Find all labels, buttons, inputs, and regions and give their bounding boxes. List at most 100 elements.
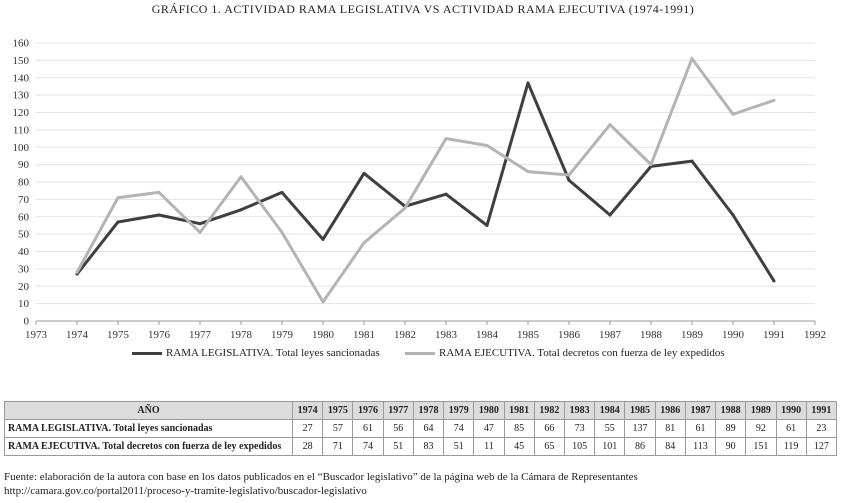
data-point-1-1982 [403, 206, 407, 210]
x-tick-label-1984: 1984 [476, 329, 499, 341]
table-year-1978: 1978 [412, 401, 445, 420]
table-cell: 113 [684, 437, 717, 456]
legend-swatch-legislativa [132, 351, 162, 355]
table-cell: 137 [624, 419, 656, 438]
data-point-1-1987 [608, 123, 612, 127]
table-cell: 55 [594, 419, 626, 438]
legend-item-ejecutiva: RAMA EJECUTIVA. Total decretos con fuerz… [405, 347, 725, 359]
table-row-label: RAMA LEGISLATIVA. Total leyes sancionada… [4, 419, 293, 438]
y-tick-label-130: 130 [13, 90, 30, 102]
table-cell: 65 [533, 437, 565, 456]
y-tick-label-0: 0 [24, 316, 30, 328]
table-cell: 127 [805, 437, 838, 456]
x-tick-label-1988: 1988 [640, 329, 663, 341]
table-cell: 74 [352, 437, 384, 456]
table-row-label: RAMA EJECUTIVA. Total decretos con fuerz… [4, 437, 293, 456]
table-header-row: AÑO 1974 1975 1976 1977 1978 1979 1980 1981 1982… [4, 401, 838, 420]
x-tick-label-1981: 1981 [353, 329, 375, 341]
table-cell: 28 [291, 437, 324, 456]
source-line-1: Fuente: elaboración de la autora con bas… [4, 471, 638, 483]
y-tick-label-40: 40 [18, 246, 30, 258]
data-point-0-1991 [772, 279, 776, 283]
table-cell: 57 [322, 419, 354, 438]
y-tick-label-150: 150 [13, 55, 30, 67]
x-tick-label-1974: 1974 [66, 329, 89, 341]
x-tick-label-1976: 1976 [148, 329, 171, 341]
y-tick-label-160: 160 [13, 38, 30, 50]
table-cell: 61 [352, 419, 384, 438]
table-cell: 151 [745, 437, 777, 456]
table-cell: 64 [412, 419, 445, 438]
x-tick-label-1989: 1989 [681, 329, 704, 341]
x-tick-label-1985: 1985 [517, 329, 540, 341]
table-year-1987: 1987 [684, 401, 717, 420]
data-point-1-1977 [198, 230, 202, 234]
table-cell: 81 [654, 419, 686, 438]
data-point-1-1981 [362, 241, 366, 245]
x-tick-label-1978: 1978 [230, 329, 253, 341]
data-point-0-1985 [526, 81, 530, 85]
y-tick-label-120: 120 [13, 107, 30, 119]
table-year-1985: 1985 [624, 401, 656, 420]
data-point-0-1984 [485, 223, 489, 227]
table-header-label: AÑO [4, 401, 293, 420]
source-note: Fuente: elaboración de la autora con bas… [4, 470, 638, 498]
axes: 0 10 20 30 40 50 60 70 80 90 100 110 120 130 140 150 160… [13, 38, 827, 342]
table-cell: 84 [654, 437, 686, 456]
table-cell: 45 [503, 437, 535, 456]
data-point-0-1989 [690, 159, 694, 163]
table-cell: 66 [533, 419, 565, 438]
data-point-0-1979 [280, 190, 284, 194]
y-tick-label-140: 140 [13, 72, 30, 84]
table-year-1982: 1982 [533, 401, 565, 420]
data-point-1-1975 [116, 196, 120, 200]
source-line-2: http://camara.gov.co/portal2011/proceso-… [4, 485, 367, 497]
table-cell: 56 [382, 419, 414, 438]
table-cell: 105 [563, 437, 596, 456]
data-point-1-1979 [280, 230, 284, 234]
data-point-1-1980 [321, 300, 325, 304]
data-point-1-1986 [567, 173, 571, 177]
table-cell: 61 [684, 419, 717, 438]
table-cell: 83 [412, 437, 445, 456]
table-year-1990: 1990 [775, 401, 807, 420]
gridlines [36, 42, 815, 305]
table-cell: 74 [443, 419, 475, 438]
data-point-0-1980 [321, 237, 325, 241]
line-chart: 0 10 20 30 40 50 60 70 80 90 100 110 120 130 140 150 160… [13, 38, 827, 342]
table-cell: 23 [805, 419, 838, 438]
y-tick-label-110: 110 [13, 124, 30, 136]
data-point-1-1985 [526, 170, 530, 174]
table-year-1977: 1977 [382, 401, 414, 420]
table-year-1975: 1975 [322, 401, 354, 420]
chart-legend: RAMA LEGISLATIVA. Total leyes sancionada… [0, 347, 846, 363]
chart-title: GRÁFICO 1. ACTIVIDAD RAMA LEGISLATIVA VS… [151, 2, 695, 16]
x-tick-label-1980: 1980 [312, 329, 335, 341]
legend-label-ejecutiva: RAMA EJECUTIVA. Total decretos con fuerz… [439, 347, 725, 359]
data-point-0-1990 [731, 213, 735, 217]
y-tick-label-50: 50 [18, 229, 30, 241]
table-body: RAMA LEGISLATIVA. Total leyes sancionada… [4, 419, 838, 456]
table-cell: 61 [775, 419, 807, 438]
data-point-0-1976 [157, 213, 161, 217]
data-point-0-1987 [608, 213, 612, 217]
table-year-1984: 1984 [594, 401, 626, 420]
y-tick-label-20: 20 [18, 281, 30, 293]
data-point-1-1990 [731, 112, 735, 116]
y-tick-label-60: 60 [18, 211, 30, 223]
series-line-0 [75, 81, 776, 282]
data-point-0-1975 [116, 220, 120, 224]
y-tick-label-10: 10 [18, 298, 30, 310]
table-cell: 27 [291, 419, 324, 438]
x-tick-label-1992: 1992 [804, 329, 826, 341]
table-cell: 47 [473, 419, 505, 438]
table-year-1988: 1988 [715, 401, 747, 420]
x-tick-label-1973: 1973 [25, 329, 48, 341]
y-tick-label-30: 30 [18, 263, 30, 275]
table-year-1974: 1974 [291, 401, 324, 420]
table-cell: 90 [715, 437, 747, 456]
series-line-1 [75, 57, 775, 304]
data-point-1-1983 [444, 137, 448, 141]
table-cell: 11 [473, 437, 505, 456]
x-tick-label-1977: 1977 [189, 329, 212, 341]
